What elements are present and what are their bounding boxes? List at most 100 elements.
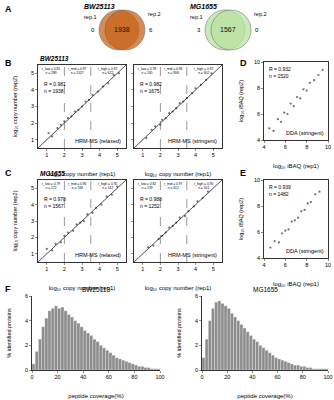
svg-text:6: 6 [195,293,198,299]
svg-text:log₁₀ copy number (rep1): log₁₀ copy number (rep1) [145,285,212,291]
svg-text:log₁₀ iBAQ (rep2): log₁₀ iBAQ (rep2) [238,80,244,122]
svg-text:3: 3 [176,152,179,158]
svg-text:60: 60 [106,374,112,380]
svg-text:B: B [5,58,12,68]
svg-text:r_high = 0.95n = 501: r_high = 0.95n = 501 [194,182,214,190]
svg-text:3: 3 [80,152,83,158]
svg-text:log₁₀ copy number (rep1): log₁₀ copy number (rep1) [49,285,116,291]
svg-text:20: 20 [55,374,61,380]
svg-text:r_mid = 0.96n = 748: r_mid = 0.96n = 748 [68,182,87,190]
svg-text:4: 4 [31,87,34,93]
svg-text:4: 4 [257,137,260,143]
svg-text:r_high = 0.92n = 602: r_high = 0.92n = 602 [194,67,214,75]
svg-text:r_low = 0.81n = 289: r_low = 0.81n = 289 [42,67,60,75]
svg-text:r_low = 0.79n = 272: r_low = 0.79n = 272 [42,182,60,190]
svg-text:5: 5 [116,152,119,158]
svg-text:peptide coverage(%): peptide coverage(%) [68,393,123,399]
svg-text:r_high = 0.92n = 622: r_high = 0.92n = 622 [98,67,118,75]
svg-text:MG1655: MG1655 [253,286,278,293]
svg-text:0: 0 [195,367,198,373]
svg-text:2: 2 [195,342,198,348]
svg-text:6: 6 [284,144,287,150]
svg-text:1: 1 [141,152,144,158]
svg-text:10: 10 [325,262,331,268]
svg-text:40: 40 [249,374,255,380]
svg-text:BW25113: BW25113 [84,3,115,10]
svg-text:80: 80 [131,374,137,380]
svg-text:5: 5 [116,266,119,272]
svg-text:BW25113: BW25113 [40,55,69,62]
svg-text:10: 10 [325,144,331,150]
svg-text:6: 6 [284,262,287,268]
svg-text:1: 1 [141,266,144,272]
svg-text:2: 2 [31,234,34,240]
svg-text:rep.2: rep.2 [254,11,267,17]
svg-text:60: 60 [275,374,281,380]
svg-text:0: 0 [200,374,203,380]
svg-text:0: 0 [30,374,33,380]
svg-text:HRM-MS (stringent): HRM-MS (stringent) [168,252,217,258]
svg-text:0: 0 [25,367,28,373]
svg-text:R = 0.932n = 1520: R = 0.932n = 1520 [269,66,291,79]
svg-text:peptide coverage(%): peptide coverage(%) [237,393,292,399]
svg-text:2: 2 [159,152,162,158]
svg-text:log₁₀ copy number (rep1): log₁₀ copy number (rep1) [145,171,212,177]
svg-text:2: 2 [63,152,66,158]
svg-text:4: 4 [194,266,197,272]
svg-text:0: 0 [255,27,259,33]
svg-text:6: 6 [257,229,260,235]
svg-text:10: 10 [254,177,260,183]
svg-text:R = 0.939n = 1482: R = 0.939n = 1482 [269,184,291,197]
svg-text:2: 2 [63,266,66,272]
svg-text:6: 6 [149,27,153,33]
svg-text:C: C [5,168,12,178]
svg-text:6: 6 [257,111,260,117]
svg-text:4: 4 [262,144,265,150]
svg-text:4: 4 [25,318,28,324]
svg-text:8: 8 [257,203,260,209]
svg-text:1: 1 [45,152,48,158]
svg-text:3: 3 [197,27,201,33]
svg-text:R = 0.982n = 1675: R = 0.982n = 1675 [140,81,162,94]
svg-text:80: 80 [300,374,306,380]
svg-text:log₁₀ iBAQ (rep1): log₁₀ iBAQ (rep1) [273,163,319,169]
svg-text:1: 1 [31,137,34,143]
svg-text:rep.1: rep.1 [190,14,203,20]
svg-text:BW25113: BW25113 [82,286,110,293]
svg-text:4: 4 [194,152,197,158]
svg-text:% identified proteins: % identified proteins [176,308,182,358]
svg-text:4: 4 [262,262,265,268]
svg-text:D: D [240,58,247,68]
svg-text:2: 2 [159,266,162,272]
svg-text:40: 40 [80,374,86,380]
svg-text:1567: 1567 [220,26,236,33]
svg-text:5: 5 [212,152,215,158]
svg-text:R = 0.981n = 1938: R = 0.981n = 1938 [44,81,66,94]
svg-text:% identified proteins: % identified proteins [6,308,12,358]
svg-text:4: 4 [257,255,260,261]
svg-text:8: 8 [305,262,308,268]
svg-text:log₁₀ iBAQ (rep1): log₁₀ iBAQ (rep1) [273,281,319,287]
svg-text:4: 4 [98,152,101,158]
svg-text:3: 3 [31,103,34,109]
svg-text:E: E [240,168,246,178]
svg-text:2: 2 [25,342,28,348]
svg-text:100: 100 [323,374,332,380]
svg-text:r_low = 0.78n = 165: r_low = 0.78n = 165 [138,67,156,75]
svg-text:HRM-MS (relaxed): HRM-MS (relaxed) [75,138,121,144]
svg-text:MG1655: MG1655 [40,170,65,177]
svg-text:log₁₀ iBAQ (rep2): log₁₀ iBAQ (rep2) [238,198,244,240]
svg-text:R = 0.988n = 1252: R = 0.988n = 1252 [140,196,162,209]
svg-text:HRM-MS (stringent): HRM-MS (stringent) [168,138,217,144]
svg-text:r_mid = 0.97n = 612: r_mid = 0.97n = 612 [164,182,183,190]
svg-text:5: 5 [212,266,215,272]
svg-text:1938: 1938 [114,26,130,33]
svg-text:MG1655: MG1655 [190,3,217,10]
svg-text:3: 3 [176,266,179,272]
svg-text:HRM-MS (relaxed): HRM-MS (relaxed) [75,252,121,258]
svg-text:4: 4 [98,266,101,272]
svg-text:3: 3 [31,218,34,224]
svg-text:1: 1 [45,266,48,272]
svg-text:r_mid = 0.96n = 908: r_mid = 0.96n = 908 [164,67,183,75]
svg-text:R = 0.978n = 1567: R = 0.978n = 1567 [44,196,66,209]
